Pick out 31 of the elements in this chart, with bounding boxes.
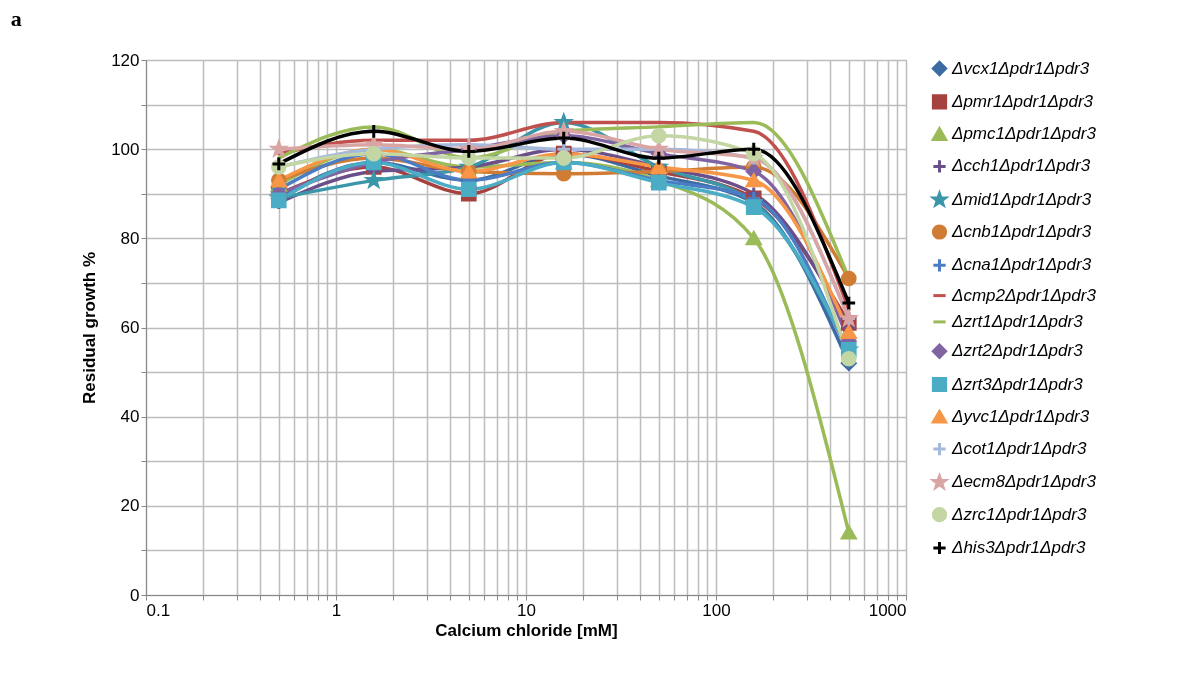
legend-label: Δyvc1Δpdr1Δpdr3 — [951, 406, 1090, 426]
y-tick-label: 100 — [111, 139, 140, 159]
legend-label: Δpmc1Δpdr1Δpdr3 — [951, 124, 1097, 144]
legend-label: Δvcx1Δpdr1Δpdr3 — [951, 58, 1090, 78]
y-tick-label: 20 — [120, 496, 140, 516]
x-tick-label: 10 — [517, 600, 536, 620]
x-tick-label: 100 — [702, 600, 731, 620]
legend-label: Δzrt2Δpdr1Δpdr3 — [951, 341, 1084, 361]
chart-title: a — [10, 6, 22, 31]
legend-label: Δcch1Δpdr1Δpdr3 — [951, 156, 1091, 176]
y-axis-title: Residual growth % — [80, 251, 100, 405]
y-tick-label: 120 — [111, 50, 140, 70]
legend-label: Δcot1Δpdr1Δpdr3 — [951, 439, 1087, 459]
y-tick-label: 0 — [130, 585, 140, 605]
legend-label: Δpmr1Δpdr1Δpdr3 — [951, 91, 1094, 111]
legend-label: Δecm8Δpdr1Δpdr3 — [951, 472, 1097, 492]
legend-label: Δcnb1Δpdr1Δpdr3 — [951, 222, 1092, 241]
legend-label: Δzrt3Δpdr1Δpdr3 — [951, 374, 1084, 394]
legend-label: Δcmp2Δpdr1Δpdr3 — [951, 285, 1097, 305]
x-axis-title: Calcium chloride [mM] — [435, 620, 618, 640]
legend-label: Δzrt1Δpdr1Δpdr3 — [951, 311, 1084, 331]
x-tick-label: 1000 — [868, 600, 907, 620]
y-tick-label: 60 — [120, 318, 140, 337]
x-tick-label: 0.1 — [146, 600, 171, 620]
legend-label: Δhis3Δpdr1Δpdr3 — [951, 538, 1086, 557]
y-tick-label: 80 — [120, 228, 140, 248]
y-tick-label: 40 — [120, 407, 140, 427]
legend-label: Δzrc1Δpdr1Δpdr3 — [951, 504, 1087, 524]
legend-label: Δcna1Δpdr1Δpdr3 — [951, 255, 1092, 275]
x-tick-label: 1 — [331, 600, 342, 620]
legend-label: Δmid1Δpdr1Δpdr3 — [951, 189, 1092, 209]
